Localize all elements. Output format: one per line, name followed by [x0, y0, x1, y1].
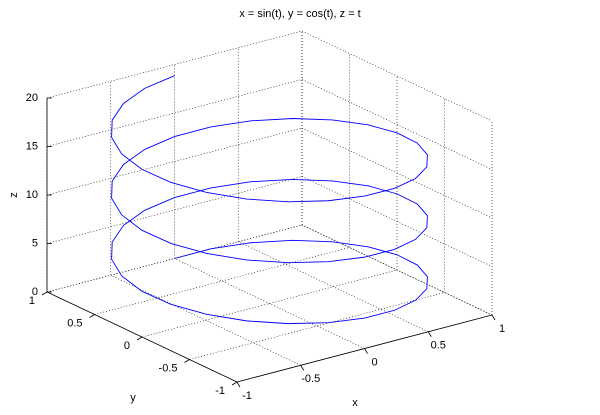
y-axis-label: y — [130, 392, 136, 404]
grid-line — [301, 224, 493, 316]
z-axis-label: z — [8, 192, 20, 198]
grid-line — [174, 258, 365, 349]
y-tick-label: -0.5 — [159, 362, 178, 374]
grid-line — [301, 79, 493, 170]
tick-mark — [427, 331, 432, 337]
y-tick-label: 1 — [29, 295, 35, 307]
chart-title: x = sin(t), y = cos(t), z = t — [239, 8, 360, 20]
grid-line — [94, 247, 350, 315]
y-tick-label: 0.5 — [67, 317, 82, 329]
grid-line — [46, 224, 303, 293]
grid-line — [46, 176, 303, 244]
grid-line — [141, 269, 398, 338]
x-tick-label: -0.5 — [301, 373, 320, 385]
tick-mark — [41, 291, 48, 296]
grid-line — [46, 30, 303, 99]
tick-mark — [89, 314, 95, 318]
x-axis-label: x — [352, 397, 358, 409]
x-tick-label: 0 — [371, 356, 377, 368]
tick-mark — [300, 365, 305, 371]
z-tick-label: 20 — [26, 92, 38, 104]
z-tick-label: 0 — [32, 286, 38, 298]
grid-line — [46, 79, 303, 147]
z-tick-label: 5 — [32, 237, 38, 249]
grid-line — [301, 30, 493, 122]
grid-line — [301, 176, 493, 267]
grid-line — [238, 241, 429, 333]
x-tick-label: 1 — [499, 323, 505, 335]
tick-mark — [364, 348, 368, 354]
tick-mark — [231, 381, 238, 386]
y-tick-label: 0 — [124, 340, 130, 352]
grid-line — [46, 127, 303, 196]
grid-line — [301, 127, 493, 219]
z-tick-label: 10 — [26, 189, 38, 201]
helix-line — [111, 75, 428, 325]
tick-mark — [236, 381, 241, 388]
z-tick-label: 15 — [26, 140, 38, 152]
x-tick-label: -1 — [242, 390, 252, 402]
tick-mark — [136, 336, 143, 341]
tick-mark — [491, 314, 496, 321]
grid-line — [110, 274, 301, 366]
x-tick-label: 0.5 — [431, 340, 446, 352]
grid-line — [189, 292, 445, 360]
tick-mark — [184, 359, 190, 363]
y-tick-label: -1 — [215, 385, 225, 397]
